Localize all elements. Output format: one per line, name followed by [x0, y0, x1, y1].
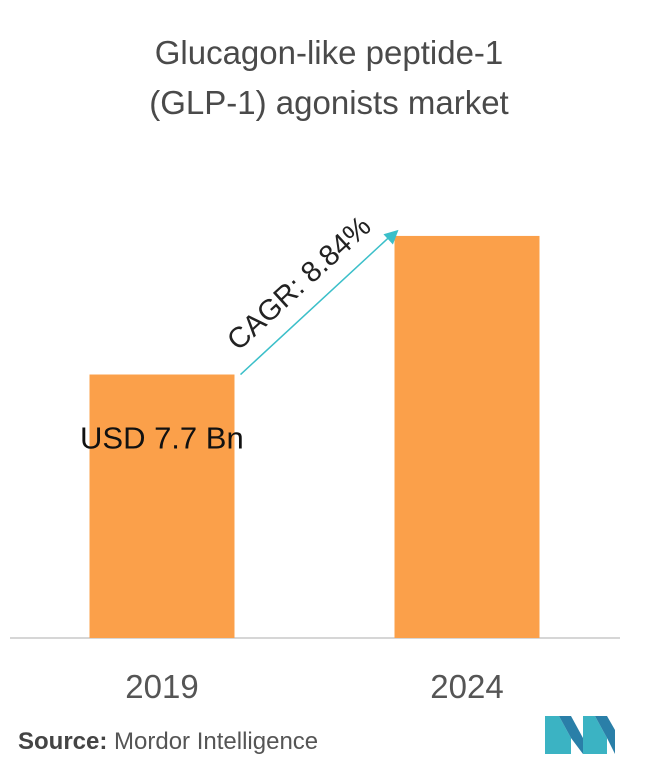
- x-tick-label-2024: 2024: [430, 668, 503, 705]
- cagr-arrow-line: [239, 235, 392, 376]
- source-label: Source:: [18, 728, 108, 755]
- data-label-2019: USD 7.7 Bn: [80, 421, 244, 456]
- bar-2024: [394, 235, 540, 638]
- source-note: Source: Mordor Intelligence: [18, 728, 318, 756]
- source-text: Mordor Intelligence: [114, 728, 319, 755]
- chart-title-line-1: Glucagon-like peptide-1: [154, 34, 504, 71]
- mordor-intelligence-logo-icon: [545, 716, 615, 754]
- cagr-arrow-head: [383, 229, 399, 245]
- bar-2019: [89, 374, 235, 638]
- chart-title-line-2: (GLP-1) agonists market: [149, 84, 509, 121]
- chart-title: Glucagon-like peptide-1 (GLP-1) agonists…: [0, 28, 658, 128]
- x-tick-label-2019: 2019: [125, 668, 198, 705]
- cagr-annotation: CAGR: 8.84%: [221, 210, 377, 357]
